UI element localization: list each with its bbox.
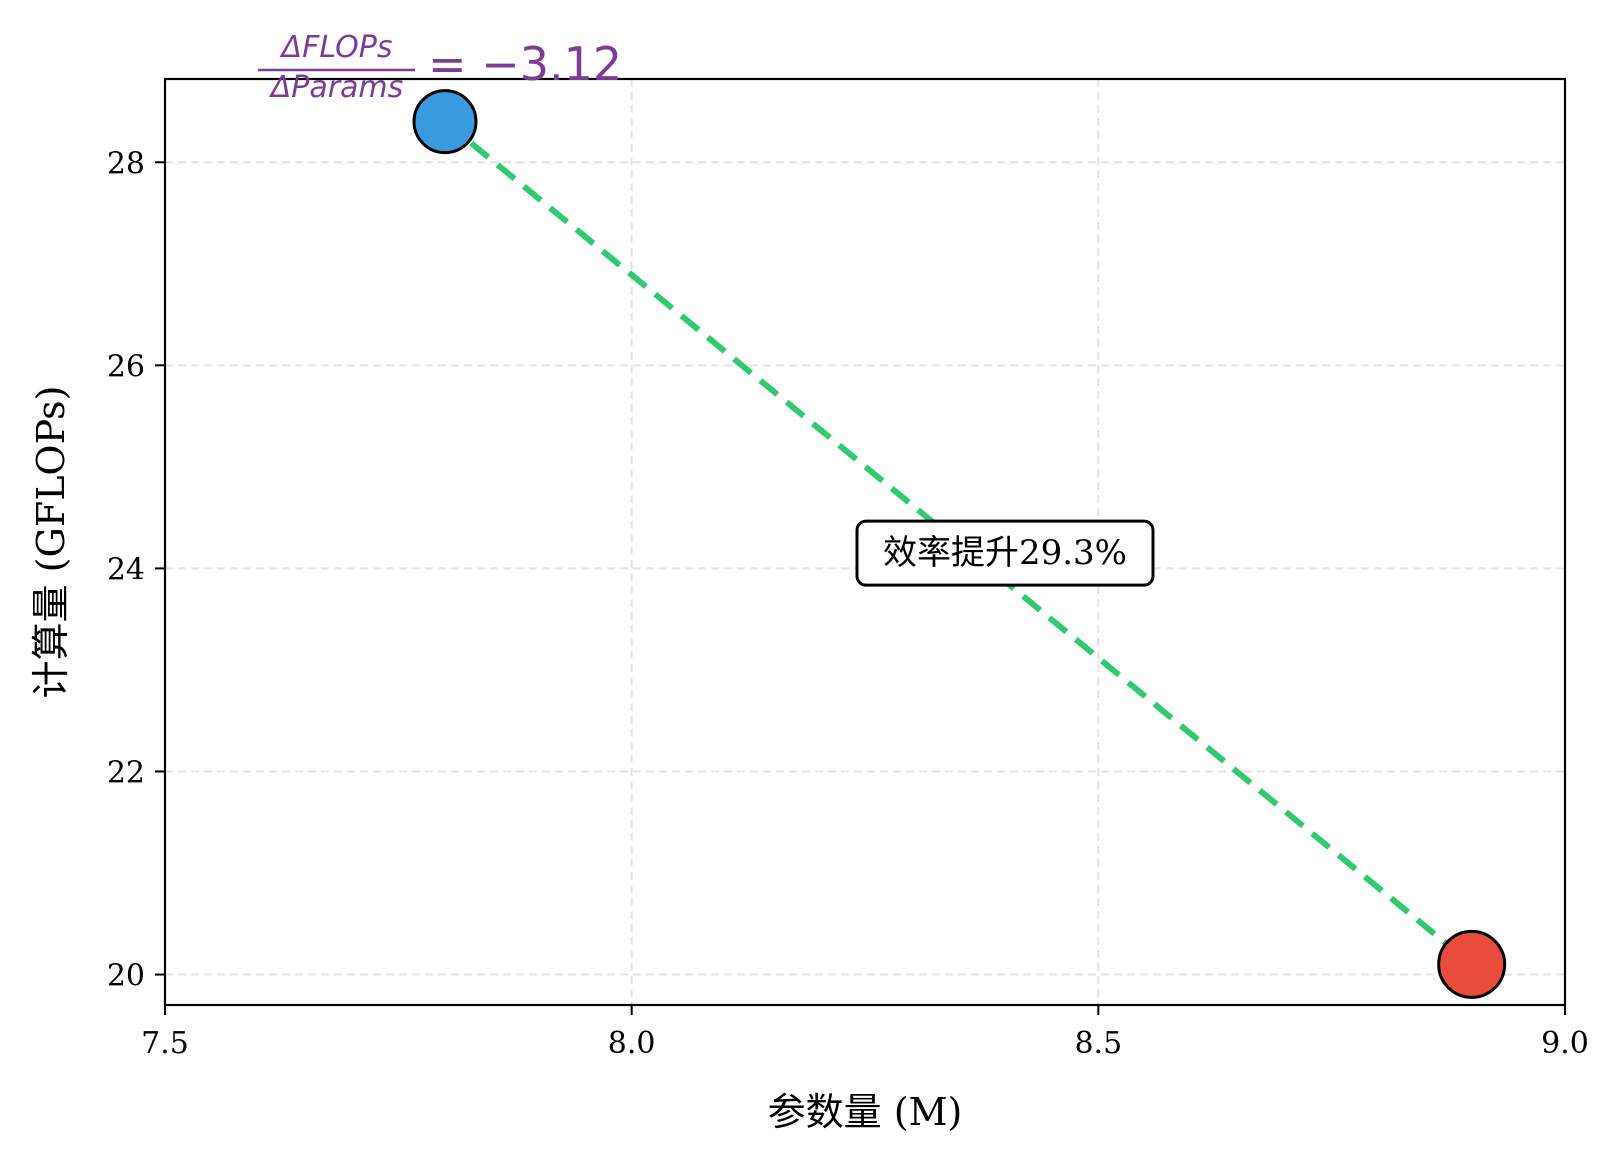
y-tick-label: 20 <box>107 959 145 994</box>
y-axis-label: 计算量 (GFLOPs) <box>29 386 73 699</box>
plot-frame <box>163 77 1567 1007</box>
formula-numerator: ΔFLOPs <box>280 30 393 65</box>
data-point <box>1437 929 1507 999</box>
x-axis-label: 参数量 (M) <box>768 1090 963 1134</box>
y-tick-label: 26 <box>107 349 145 384</box>
points-layer <box>412 89 1507 999</box>
x-tick-label: 9.0 <box>1541 1026 1589 1061</box>
x-tick-label: 7.5 <box>141 1026 189 1061</box>
annotation-box <box>855 519 1155 587</box>
x-tick-label: 8.5 <box>1074 1026 1122 1061</box>
data-point <box>412 89 478 155</box>
ticks-layer: 7.5 8.0 8.5 9.0 20 22 24 26 28 <box>107 146 1589 1061</box>
y-tick-label: 22 <box>107 755 145 790</box>
y-tick-label: 24 <box>107 552 145 587</box>
annotation: 效率提升29.3% <box>855 519 1155 587</box>
formula-title: ΔFLOPs ΔParams = −3.12 <box>258 30 622 105</box>
annotation-text: 效率提升29.3% <box>883 533 1127 573</box>
formula-rhs: = −3.12 <box>428 37 622 91</box>
y-tick-label: 28 <box>107 146 145 181</box>
formula-denominator: ΔParams <box>269 70 404 105</box>
x-tick-label: 8.0 <box>608 1026 656 1061</box>
